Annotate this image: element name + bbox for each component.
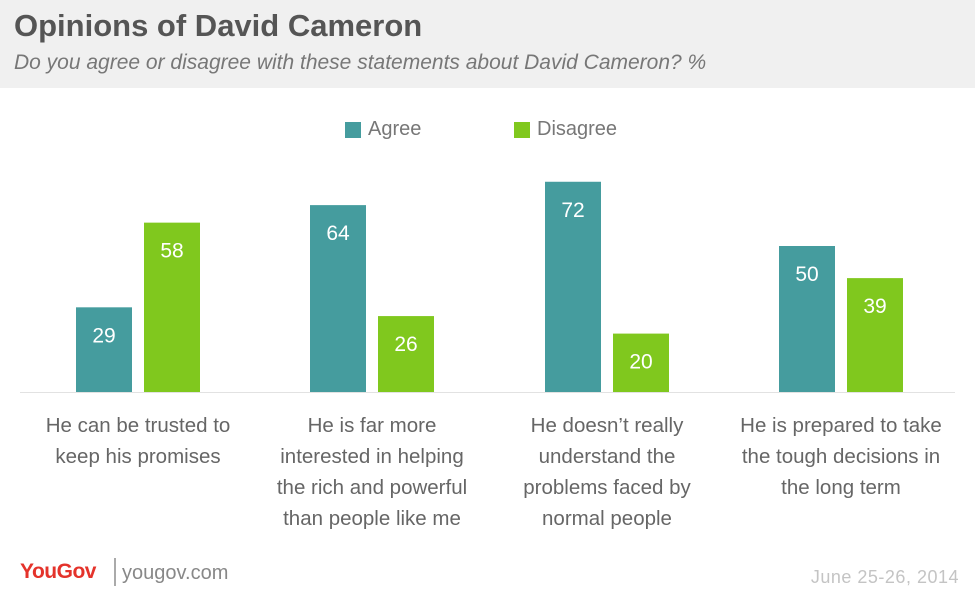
category-label-1: He can be trusted to keep his promises xyxy=(23,410,253,472)
category-label-line: keep his promises xyxy=(55,445,221,468)
bar-agree-4 xyxy=(779,246,835,392)
category-label-line: the tough decisions in xyxy=(741,445,941,468)
header-band: Opinions of David Cameron Do you agree o… xyxy=(0,0,975,88)
data-label-disagree-4: 39 xyxy=(863,295,886,318)
chart-legend: Agree Disagree xyxy=(0,118,975,144)
bar-disagree-4 xyxy=(847,278,903,392)
category-label-line: He is far more xyxy=(307,414,437,437)
bar-disagree-2 xyxy=(378,316,434,392)
yougov-logo: YouGov xyxy=(20,560,96,583)
category-label-line: than people like me xyxy=(283,507,461,530)
footer-separator xyxy=(114,558,116,586)
page-title: Opinions of David Cameron xyxy=(14,8,423,43)
footer-date: June 25-26, 2014 xyxy=(810,567,959,587)
legend-swatch-disagree xyxy=(514,121,530,138)
footer-site: yougov.com xyxy=(122,562,229,584)
data-label-disagree-2: 26 xyxy=(394,333,417,356)
data-label-agree-1: 29 xyxy=(92,324,115,347)
page-subtitle: Do you agree or disagree with these stat… xyxy=(14,51,707,74)
category-label-line: He doesn’t really xyxy=(530,414,684,437)
legend-item-disagree: Disagree xyxy=(514,118,617,141)
legend-label-disagree: Disagree xyxy=(537,118,618,140)
data-label-agree-2: 64 xyxy=(326,222,350,245)
legend-item-agree: Agree xyxy=(345,118,421,141)
data-label-disagree-3: 20 xyxy=(629,351,652,374)
bar-agree-2 xyxy=(310,205,366,392)
category-label-line: interested in helping xyxy=(280,445,464,468)
bar-agree-3 xyxy=(545,181,601,392)
category-label-line: He can be trusted to xyxy=(45,414,231,437)
data-label-disagree-1: 58 xyxy=(160,240,183,263)
category-label-3: He doesn’t really understand the problems … xyxy=(492,410,722,534)
category-label-line: normal people xyxy=(542,507,672,530)
bar-disagree-1 xyxy=(144,222,200,392)
category-label-line: the long term xyxy=(781,476,901,499)
legend-swatch-agree xyxy=(345,121,361,138)
data-label-agree-3: 72 xyxy=(561,199,584,222)
bar-disagree-3 xyxy=(613,333,669,392)
category-label-line: problems faced by xyxy=(523,476,691,499)
data-label-agree-4: 50 xyxy=(795,263,818,286)
category-label-line: understand the xyxy=(538,445,676,468)
category-label-2: He is far more interested in helping the r… xyxy=(257,410,487,534)
category-label-line: the rich and powerful xyxy=(276,476,468,499)
category-label-4: He is prepared to take the tough decision… xyxy=(726,410,956,503)
legend-label-agree: Agree xyxy=(368,118,422,140)
category-label-line: He is prepared to take xyxy=(740,414,942,437)
bar-agree-1 xyxy=(76,307,132,392)
